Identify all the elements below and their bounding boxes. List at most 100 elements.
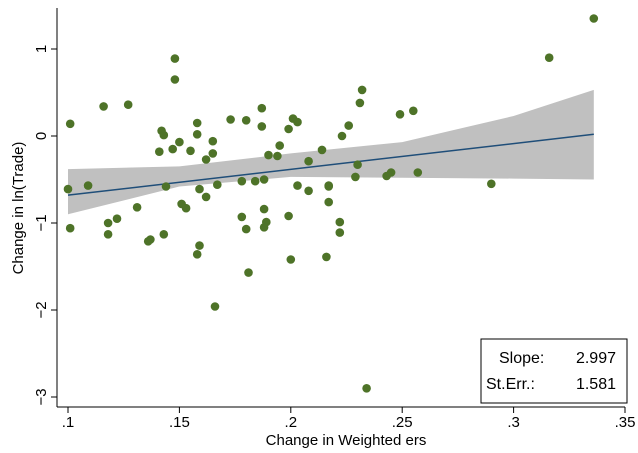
y-axis-label: Change in ln(Trade) xyxy=(10,142,27,275)
data-point xyxy=(65,223,75,233)
data-point xyxy=(324,197,334,207)
data-point xyxy=(250,176,260,186)
slope-value: 2.997 xyxy=(576,350,616,367)
data-point xyxy=(322,252,331,262)
data-point xyxy=(335,217,345,227)
data-point xyxy=(351,172,360,182)
data-point xyxy=(63,184,73,194)
stderr-label: St.Err.: xyxy=(486,376,535,393)
data-point xyxy=(208,149,218,158)
data-point xyxy=(159,130,169,140)
data-point xyxy=(293,181,302,190)
data-point xyxy=(237,212,247,222)
data-point xyxy=(337,131,347,141)
data-point xyxy=(355,98,365,108)
data-point xyxy=(362,384,371,393)
data-point xyxy=(159,230,169,239)
data-point xyxy=(259,175,269,184)
fit-line-layer xyxy=(67,133,594,196)
stats-box: Slope: 2.997 St.Err.: 1.581 xyxy=(480,338,628,404)
stats-box-frame xyxy=(480,338,628,404)
data-point xyxy=(273,151,282,161)
data-point xyxy=(99,102,108,111)
x-axis-label: Change in Weighted ers xyxy=(266,432,427,449)
data-point xyxy=(192,130,202,139)
data-point xyxy=(201,155,211,164)
data-point xyxy=(103,218,113,228)
data-point xyxy=(161,182,171,191)
data-point xyxy=(589,14,599,23)
data-point xyxy=(132,203,142,212)
data-point xyxy=(257,103,267,113)
data-point xyxy=(170,54,180,63)
data-point xyxy=(208,136,218,146)
data-point xyxy=(353,160,362,169)
data-point xyxy=(103,230,113,239)
data-point xyxy=(168,144,177,154)
data-point xyxy=(487,179,496,189)
data-point xyxy=(357,85,367,95)
data-point xyxy=(304,186,313,196)
x-tick-label: .15 xyxy=(169,414,190,431)
data-point xyxy=(65,119,75,129)
data-point xyxy=(304,156,313,166)
data-point xyxy=(284,124,293,134)
data-point xyxy=(241,116,251,125)
data-point xyxy=(192,250,202,259)
x-tick-label: .25 xyxy=(392,414,413,431)
x-tick-label: .3 xyxy=(507,414,520,431)
data-point xyxy=(395,110,405,119)
data-point xyxy=(264,150,273,160)
data-point xyxy=(286,255,296,264)
data-point xyxy=(257,122,267,131)
y-tick-label: −3 xyxy=(33,388,50,405)
data-point xyxy=(195,241,204,250)
data-point xyxy=(210,302,220,311)
data-point xyxy=(413,168,423,177)
data-point xyxy=(544,53,554,62)
data-point xyxy=(195,184,204,194)
data-point xyxy=(409,106,418,116)
data-point xyxy=(344,121,354,130)
x-tick-label: .2 xyxy=(285,414,298,431)
data-point xyxy=(213,180,222,189)
slope-label: Slope: xyxy=(499,350,544,367)
y-tick-label: 0 xyxy=(33,132,50,140)
data-point xyxy=(83,181,93,190)
y-tick-label: −2 xyxy=(33,301,50,318)
data-point xyxy=(262,217,271,227)
data-point xyxy=(259,204,269,214)
data-point xyxy=(186,146,195,156)
data-point xyxy=(317,145,327,155)
fit-line xyxy=(67,133,594,196)
confidence-band xyxy=(68,89,594,215)
y-tick-label: 1 xyxy=(33,45,50,53)
data-point xyxy=(123,100,133,109)
data-point xyxy=(284,211,293,221)
data-point xyxy=(192,118,202,128)
x-tick-label: .1 xyxy=(62,414,75,431)
data-point xyxy=(275,141,285,150)
data-point xyxy=(386,168,396,177)
data-point xyxy=(155,147,164,156)
data-point xyxy=(181,203,191,213)
data-point xyxy=(112,214,122,223)
data-point xyxy=(244,268,253,277)
data-point xyxy=(226,115,235,124)
data-point xyxy=(335,228,345,237)
points-layer xyxy=(63,14,599,393)
confidence-band-layer xyxy=(68,89,594,215)
data-point xyxy=(146,235,155,244)
data-point xyxy=(324,182,334,191)
data-point xyxy=(170,75,180,84)
data-point xyxy=(201,192,211,202)
data-point xyxy=(237,176,247,186)
y-tick-label: −1 xyxy=(33,214,50,231)
stderr-value: 1.581 xyxy=(576,376,616,393)
data-point xyxy=(293,117,302,127)
axes-layer: .1 .15 .2 .25 .3 .35 1 0 −1 −2 −3 xyxy=(33,8,635,431)
data-point xyxy=(175,137,184,147)
x-tick-label: .35 xyxy=(615,414,636,431)
data-point xyxy=(241,224,251,234)
